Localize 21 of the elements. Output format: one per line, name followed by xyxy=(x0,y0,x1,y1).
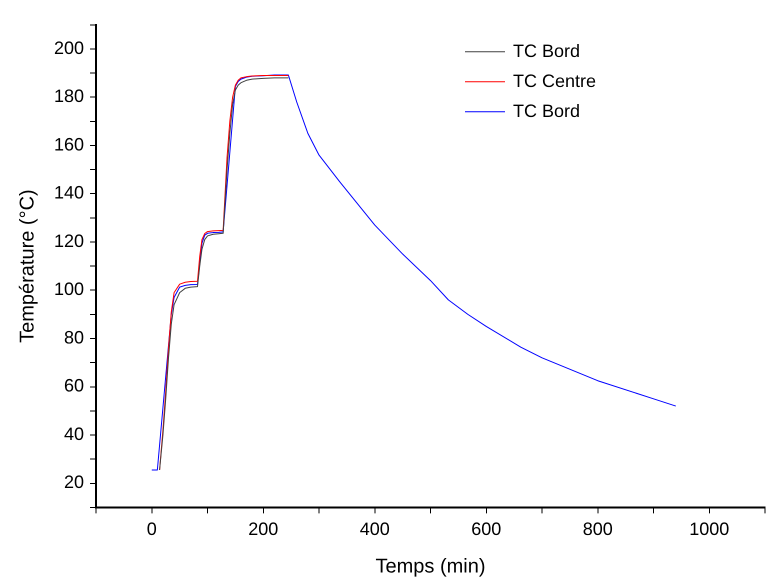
x-tick-label: 400 xyxy=(360,519,390,540)
y-tick-label: 40 xyxy=(64,424,84,444)
legend-label: TC Centre xyxy=(513,70,596,91)
y-tick-label: 20 xyxy=(64,472,84,492)
x-tick-label: 0 xyxy=(146,519,157,540)
x-tick-label: 1000 xyxy=(689,519,730,540)
x-tick-label: 600 xyxy=(471,519,502,540)
y-tick-label: 200 xyxy=(54,38,84,58)
x-tick-label: 200 xyxy=(248,519,278,540)
y-tick-label: 80 xyxy=(64,327,84,348)
y-tick-label: 60 xyxy=(64,376,84,396)
legend-label: TC Bord xyxy=(513,40,580,61)
y-tick-label: 160 xyxy=(54,134,84,154)
y-tick-label: 120 xyxy=(54,230,84,251)
x-tick-label: 800 xyxy=(582,519,613,540)
y-tick-label: 140 xyxy=(54,182,84,203)
legend-label: TC Bord xyxy=(513,100,580,121)
y-tick-label: 180 xyxy=(54,86,84,106)
y-axis-title: Température (°C) xyxy=(16,189,39,343)
x-axis-title: Temps (min) xyxy=(376,556,486,578)
y-tick-label: 100 xyxy=(54,279,84,300)
